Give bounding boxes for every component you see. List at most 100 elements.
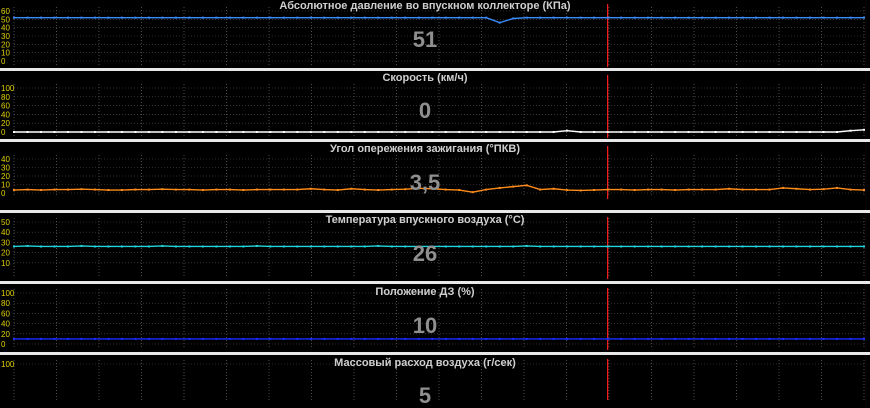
data-point xyxy=(377,189,380,192)
data-point xyxy=(755,131,758,133)
current-value: 0 xyxy=(418,98,432,123)
chart-mass-air-flow[interactable]: 100 xyxy=(0,355,870,400)
data-point xyxy=(336,131,339,133)
data-point xyxy=(26,244,29,247)
data-point xyxy=(147,16,150,19)
data-point xyxy=(431,187,434,190)
data-point xyxy=(444,245,447,248)
data-point xyxy=(768,245,771,248)
data-point xyxy=(228,131,231,133)
data-point xyxy=(147,245,150,248)
data-point xyxy=(687,245,690,248)
data-point xyxy=(633,245,636,248)
series-line xyxy=(14,129,865,133)
series-line xyxy=(13,184,865,193)
data-point xyxy=(350,131,353,133)
data-point xyxy=(498,337,501,340)
current-value: 26 xyxy=(412,241,438,266)
data-point xyxy=(647,131,650,133)
data-point xyxy=(390,245,393,248)
data-point xyxy=(201,131,204,133)
data-point xyxy=(687,16,690,19)
data-point xyxy=(579,245,582,248)
data-point xyxy=(674,337,677,340)
data-point xyxy=(215,131,218,133)
data-point xyxy=(120,337,123,340)
data-point xyxy=(822,16,825,19)
data-point xyxy=(539,337,542,340)
data-point xyxy=(660,16,663,19)
data-point xyxy=(201,245,204,248)
data-point xyxy=(782,16,785,19)
data-point xyxy=(579,16,582,19)
data-point xyxy=(363,188,366,191)
data-point xyxy=(458,337,461,340)
y-tick-label: 80 xyxy=(1,299,10,308)
data-point xyxy=(701,337,704,340)
data-point xyxy=(701,131,704,133)
data-point xyxy=(633,16,636,19)
data-point xyxy=(120,189,123,192)
y-tick-label: 20 xyxy=(1,119,10,128)
data-point xyxy=(606,188,609,191)
data-point xyxy=(134,16,137,19)
data-point xyxy=(444,131,447,133)
data-point xyxy=(228,337,231,340)
data-point xyxy=(363,16,366,19)
data-point xyxy=(431,131,434,133)
data-point xyxy=(498,131,501,133)
data-point xyxy=(593,189,596,192)
data-point xyxy=(350,187,353,190)
data-point xyxy=(228,16,231,19)
data-point xyxy=(242,189,245,192)
data-point xyxy=(485,337,488,340)
data-point xyxy=(849,245,852,248)
data-point xyxy=(633,189,636,192)
data-point xyxy=(134,131,137,133)
data-point xyxy=(174,337,177,340)
current-value: 51 xyxy=(412,27,438,52)
data-point xyxy=(53,16,56,19)
data-point xyxy=(174,245,177,248)
data-point xyxy=(107,131,110,133)
y-tick-label: 50 xyxy=(1,15,10,24)
data-point xyxy=(93,16,96,19)
data-point xyxy=(512,185,515,188)
data-point xyxy=(417,245,420,248)
vertical-grid xyxy=(13,218,865,277)
data-point xyxy=(485,131,488,133)
y-tick-label: 100 xyxy=(1,289,15,298)
panel-divider xyxy=(0,210,870,213)
data-point xyxy=(728,337,731,340)
data-point xyxy=(552,337,555,340)
data-point xyxy=(687,337,690,340)
data-point xyxy=(282,337,285,340)
data-point xyxy=(863,189,865,192)
data-point xyxy=(539,16,542,19)
data-point xyxy=(822,245,825,248)
data-point xyxy=(471,131,474,133)
data-point xyxy=(782,131,785,133)
data-point xyxy=(39,337,42,340)
panel-divider xyxy=(0,352,870,355)
data-point xyxy=(309,245,312,248)
panel-divider xyxy=(0,281,870,284)
data-point xyxy=(741,131,744,133)
data-point xyxy=(80,188,83,191)
data-point xyxy=(93,188,96,191)
data-point xyxy=(431,245,434,248)
data-point xyxy=(741,337,744,340)
data-point xyxy=(242,245,245,248)
data-point xyxy=(660,337,663,340)
data-point xyxy=(161,244,164,247)
data-point xyxy=(795,337,798,340)
data-point xyxy=(471,337,474,340)
data-point xyxy=(53,188,56,191)
panel-ignition-advance: 0 10 20 30 40 Угол опережения зажигания (°ПК… xyxy=(0,142,870,210)
data-point xyxy=(174,188,177,191)
